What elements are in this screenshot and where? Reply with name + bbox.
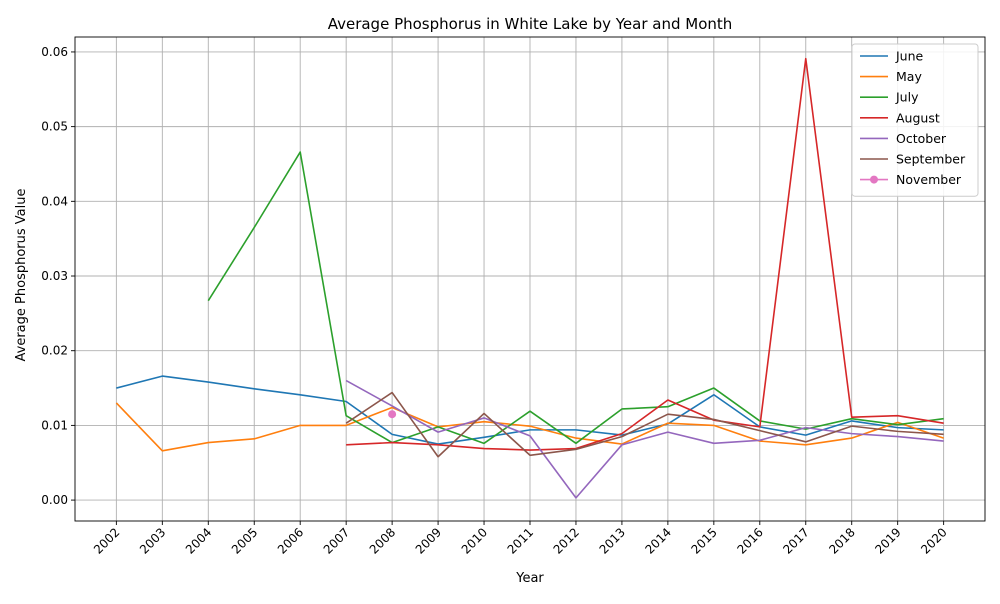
y-tick-label: 0.03 [41,269,68,283]
series-september [345,391,944,458]
legend-label: July [895,90,919,105]
legend-item-august: August [860,110,940,125]
series-july [207,151,944,445]
series-line-october [345,379,944,499]
series-november [388,410,397,419]
series-may [115,402,944,452]
legend-item-may: May [860,69,922,84]
series-line-september [345,391,944,458]
legend-label: November [896,172,962,187]
x-gridlines [115,37,945,521]
series-line-june [116,375,944,445]
series-layer [115,57,944,499]
y-tick-label: 0.01 [41,418,68,432]
chart-title: Average Phosphorus in White Lake by Year… [328,15,733,33]
y-axis-label: Average Phosphorus Value [14,189,29,362]
legend-label: May [896,69,922,84]
legend-label: June [895,49,924,64]
y-tick-label: 0.00 [41,493,68,507]
legend-item-november: November [860,172,962,187]
legend-item-june: June [860,49,924,64]
data-point-november [388,410,397,419]
series-line-august [346,57,944,451]
legend-box [851,43,979,197]
x-axis-label: Year [515,571,544,586]
series-october [345,379,944,499]
legend-item-october: October [860,131,947,146]
series-line-may [115,402,944,452]
y-tick-label: 0.05 [41,120,68,134]
series-august [346,57,944,451]
series-line-july [207,151,944,445]
legend-marker [870,175,878,184]
y-tick-label: 0.04 [41,194,68,208]
y-axis-ticks: 0.00 0.01 0.02 0.03 0.04 0.05 0.06 [41,45,75,507]
series-june [116,375,944,445]
y-tick-label: 0.06 [41,45,68,59]
y-tick-label: 0.02 [41,344,68,358]
legend-item-july: July [860,90,919,105]
legend-label: October [896,131,947,146]
legend-label: September [896,152,966,167]
legend: June May July August October September Novembe… [851,43,979,197]
legend-label: August [896,110,940,125]
legend-item-september: September [860,152,966,167]
